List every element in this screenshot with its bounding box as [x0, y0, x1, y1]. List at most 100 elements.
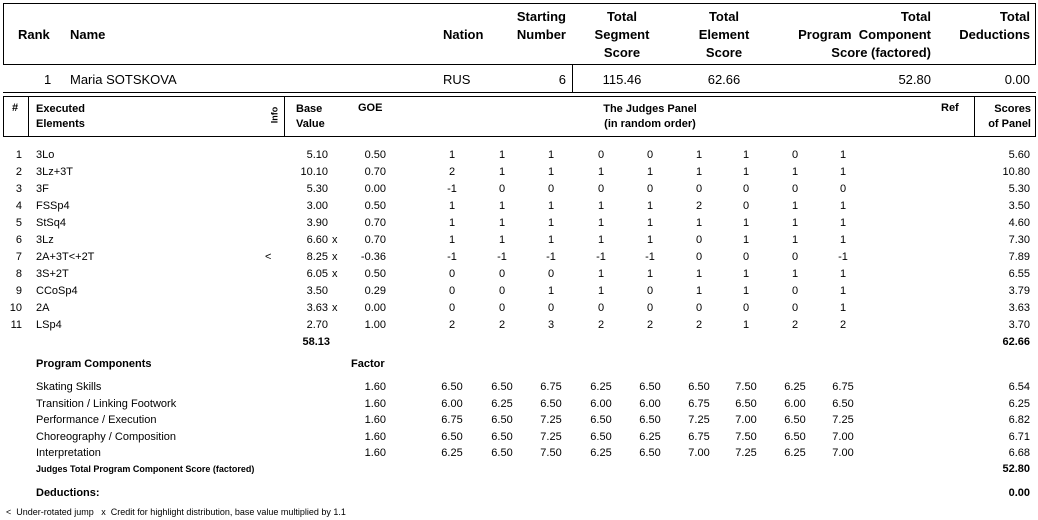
- component-judge-mark: 7.50: [540, 447, 562, 459]
- pcs-total-value: 52.80: [1002, 463, 1030, 475]
- element-base-value: 3.00: [306, 200, 328, 212]
- judge-mark: 1: [742, 319, 750, 331]
- component-factor: 1.60: [364, 430, 386, 443]
- component-score: 6.54: [1008, 381, 1030, 393]
- component-judge-mark: 7.25: [540, 414, 562, 426]
- component-judge-mark: 6.25: [491, 397, 513, 410]
- element-goe: 0.00: [364, 302, 386, 314]
- judge-mark: 1: [742, 234, 750, 246]
- deductions-header-line2: Deductions: [959, 27, 1030, 42]
- judge-mark: 0: [791, 149, 799, 161]
- element-goe: -0.36: [360, 251, 386, 263]
- pcs-total-label: Judges Total Program Component Score (fa…: [36, 464, 255, 474]
- component-judge-mark: 6.50: [784, 414, 806, 426]
- element-code: CCoSp4: [36, 285, 78, 297]
- judge-mark: 2: [597, 319, 605, 331]
- base-header-line1: Base: [296, 103, 323, 115]
- pcs-header-line2: Program Component: [798, 27, 931, 42]
- judge-mark: 1: [839, 149, 847, 161]
- component-judge-mark: 6.00: [784, 397, 806, 410]
- judge-mark: 1: [839, 166, 847, 178]
- component-judge-mark: 6.50: [832, 397, 854, 410]
- judge-mark: 0: [791, 183, 799, 195]
- scores-header-line1: Scores: [994, 103, 1031, 115]
- judge-mark: 0: [646, 183, 654, 195]
- judge-mark: 1: [839, 234, 847, 246]
- judge-mark: 2: [839, 319, 847, 331]
- element-score: 3.50: [1008, 200, 1030, 212]
- judge-mark: 1: [695, 285, 703, 297]
- component-judge-mark: 6.00: [441, 397, 463, 410]
- element-code: 3S+2T: [36, 268, 69, 280]
- judge-mark: 1: [742, 166, 750, 178]
- element-goe: 0.70: [364, 234, 386, 246]
- component-judge-mark: 6.50: [491, 447, 513, 459]
- judge-mark: 0: [791, 251, 799, 263]
- judge-mark: 1: [646, 166, 654, 178]
- component-factor: 1.60: [364, 447, 386, 459]
- tes-header-line3: Score: [705, 45, 743, 60]
- tss-header-line3: Score: [603, 45, 641, 60]
- pcs-header: Total Program Component Score (factored): [770, 8, 931, 62]
- element-number: 7: [15, 251, 22, 263]
- element-goe: 0.29: [364, 285, 386, 297]
- element-base-value: 6.60: [306, 234, 328, 246]
- element-code: 2A+3T<+2T: [36, 251, 95, 263]
- summary-divider: [572, 64, 573, 93]
- starting-number-header-line1: Starting: [516, 9, 566, 24]
- element-number: 10: [9, 302, 22, 314]
- judge-mark: 1: [597, 166, 605, 178]
- judge-mark: 1: [695, 166, 703, 178]
- judge-mark: 1: [498, 234, 506, 246]
- element-base-value: 5.30: [306, 183, 328, 195]
- judge-mark: 1: [547, 217, 555, 229]
- component-judge-mark: 6.25: [590, 447, 612, 459]
- component-judge-mark: 6.50: [540, 397, 562, 410]
- summary-bottom-line: [3, 92, 1036, 93]
- component-judge-mark: 6.25: [441, 447, 463, 459]
- component-judge-mark: 6.75: [441, 414, 463, 426]
- skater-starting-number: 6: [558, 72, 566, 87]
- judge-mark: 1: [498, 166, 506, 178]
- judge-mark: 0: [498, 285, 506, 297]
- judge-mark: 1: [498, 200, 506, 212]
- judge-mark: 0: [646, 285, 654, 297]
- judge-mark: 2: [448, 166, 456, 178]
- element-code: 3F: [36, 183, 49, 195]
- judge-mark: 1: [839, 302, 847, 314]
- element-goe: 0.50: [364, 268, 386, 280]
- judge-mark: 1: [742, 285, 750, 297]
- component-judge-mark: 6.50: [441, 381, 463, 393]
- element-code: FSSp4: [36, 200, 70, 212]
- judge-mark: 1: [597, 200, 605, 212]
- component-judge-mark: 6.50: [688, 381, 710, 393]
- judge-mark: 1: [839, 268, 847, 280]
- judge-mark: 1: [646, 268, 654, 280]
- factor-header: Factor: [351, 358, 385, 370]
- judge-mark: 2: [695, 200, 703, 212]
- judge-mark: 1: [695, 268, 703, 280]
- judge-mark: 0: [597, 149, 605, 161]
- element-score: 4.60: [1008, 217, 1030, 229]
- component-judge-mark: 6.50: [491, 414, 513, 426]
- element-score: 3.79: [1008, 285, 1030, 297]
- element-header-divider-3: [974, 96, 975, 137]
- element-header-divider-1: [28, 96, 29, 137]
- skater-tes: 62.66: [707, 72, 741, 87]
- judge-mark: 0: [448, 268, 456, 280]
- tss-header-line2: Segment: [594, 27, 650, 42]
- element-code: 3Lz+3T: [36, 166, 73, 178]
- component-judge-mark: 6.25: [784, 447, 806, 459]
- judge-mark: 1: [547, 200, 555, 212]
- judge-mark: 1: [498, 149, 506, 161]
- pcs-header-line3: Score (factored): [831, 45, 931, 60]
- element-number: 9: [15, 285, 22, 297]
- base-value-header: Base Value: [296, 102, 325, 132]
- component-judge-mark: 7.50: [735, 381, 757, 393]
- element-score: 5.30: [1008, 183, 1030, 195]
- skater-deductions: 0.00: [1004, 72, 1030, 87]
- judge-mark: 0: [646, 149, 654, 161]
- element-bonus-mark: x: [332, 268, 338, 280]
- ref-header: Ref: [941, 102, 959, 114]
- judge-mark: 0: [695, 251, 703, 263]
